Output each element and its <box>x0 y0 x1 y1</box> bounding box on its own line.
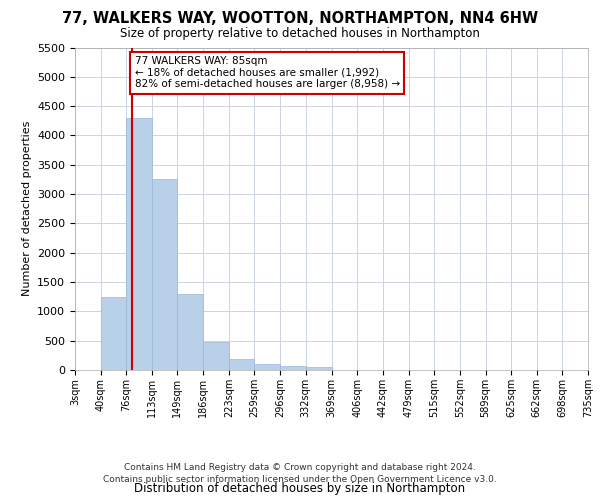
Bar <box>101 296 126 370</box>
Bar <box>229 358 254 370</box>
Text: 77 WALKERS WAY: 85sqm
← 18% of detached houses are smaller (1,992)
82% of semi-d: 77 WALKERS WAY: 85sqm ← 18% of detached … <box>134 56 400 90</box>
Text: 77, WALKERS WAY, WOOTTON, NORTHAMPTON, NN4 6HW: 77, WALKERS WAY, WOOTTON, NORTHAMPTON, N… <box>62 11 538 26</box>
Bar <box>152 180 178 370</box>
Y-axis label: Number of detached properties: Number of detached properties <box>22 121 32 296</box>
Text: Size of property relative to detached houses in Northampton: Size of property relative to detached ho… <box>120 28 480 40</box>
Bar <box>203 342 229 370</box>
Bar <box>305 367 331 370</box>
Bar <box>280 366 305 370</box>
Bar <box>126 118 152 370</box>
Text: Contains HM Land Registry data © Crown copyright and database right 2024.: Contains HM Land Registry data © Crown c… <box>124 464 476 472</box>
Text: Distribution of detached houses by size in Northampton: Distribution of detached houses by size … <box>134 482 466 495</box>
Bar <box>254 364 280 370</box>
Text: Contains public sector information licensed under the Open Government Licence v3: Contains public sector information licen… <box>103 475 497 484</box>
Bar <box>178 294 203 370</box>
